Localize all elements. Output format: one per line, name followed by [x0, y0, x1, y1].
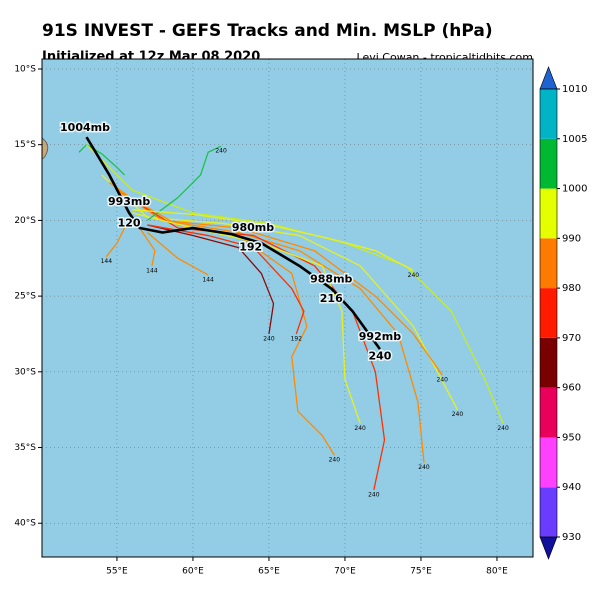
coastline [42, 137, 49, 160]
hour-label: 192 [291, 335, 303, 342]
colorbar-tick-label: 1010 [562, 84, 587, 95]
colorbar-tick-label: 980 [562, 283, 581, 294]
colorbar-tick-label: 930 [562, 532, 581, 543]
colorbar-tick-label: 970 [562, 333, 581, 344]
ensemble-track [78, 144, 126, 176]
lat-tick-label: 30°S [14, 367, 36, 377]
colorbar-border [539, 88, 558, 538]
colorbar-over [539, 66, 558, 90]
hour-label: 144 [202, 276, 214, 283]
lon-tick-label: 65°E [258, 567, 280, 577]
lon-tick-label: 55°E [106, 567, 128, 577]
mean-track-label: 992mb [359, 330, 401, 343]
map-border [41, 58, 534, 558]
hour-label: 144 [146, 267, 158, 274]
colorbar-band [540, 138, 557, 189]
lat-tick-label: 15°S [14, 140, 36, 150]
map-layer: 240 240 240 240 240 240 240 240 240 240 144 144 144 1… [42, 59, 533, 557]
hour-label: 240 [497, 425, 509, 432]
mean-track-label: 192 [239, 241, 262, 254]
colorbar-tick-label: 1000 [562, 184, 587, 195]
colorbar-tick-label: 950 [562, 432, 581, 443]
ensemble-track [132, 209, 414, 271]
mean-track-label: 1004mb [60, 121, 110, 134]
colorbar-band [540, 437, 557, 488]
colorbar-band [540, 89, 557, 139]
mean-track-label: 240 [368, 350, 391, 363]
colorbar-tick-label: 960 [562, 383, 581, 394]
lat-tick-label: 25°S [14, 292, 36, 302]
map-background [42, 59, 533, 557]
mean-track-label: 988mb [310, 272, 352, 285]
colorbar-tick-label: 990 [562, 233, 581, 244]
lon-tick-label: 80°E [486, 567, 508, 577]
colorbar-tick-label: 940 [562, 482, 581, 493]
hour-label: 240 [215, 148, 227, 155]
hour-label: 240 [437, 376, 449, 383]
lon-tick-label: 60°E [182, 567, 204, 577]
colorbar-band [540, 387, 557, 438]
hour-label: 240 [263, 335, 275, 342]
ensemble-track [105, 227, 126, 258]
colorbar-band [540, 487, 557, 537]
colorbar-band [540, 337, 557, 388]
ensemble-track [146, 232, 209, 276]
ensemble-track [139, 227, 156, 266]
lat-tick-label: 40°S [14, 519, 36, 529]
mean-track-label: 993mb [108, 195, 150, 208]
ensemble-track [147, 224, 305, 335]
ensemble-track [146, 145, 222, 221]
colorbar-under [539, 536, 558, 560]
ensemble-track [101, 174, 459, 410]
lon-tick-label: 70°E [334, 567, 356, 577]
colorbar-tick-label: 1005 [562, 134, 587, 145]
hour-label: 240 [418, 464, 430, 471]
lat-tick-label: 35°S [14, 443, 36, 453]
mean-track-label: 980mb [232, 221, 274, 234]
hour-label: 240 [329, 457, 341, 464]
hour-label: 240 [408, 272, 420, 279]
mean-track-label: 216 [320, 292, 343, 305]
lon-tick-label: 75°E [410, 567, 432, 577]
ensemble-track [108, 182, 425, 463]
lat-tick-label: 20°S [14, 216, 36, 226]
hour-label: 240 [452, 411, 464, 418]
hour-label: 240 [368, 491, 380, 498]
colorbar-band [540, 288, 557, 338]
colorbar-band [540, 238, 557, 289]
mean-track [85, 136, 381, 350]
lat-tick-label: 10°S [14, 64, 36, 74]
ensemble-track [147, 224, 275, 335]
title: 91S INVEST - GEFS Tracks and Min. MSLP (… [42, 21, 493, 41]
colorbar-band [540, 188, 557, 239]
hour-label: 240 [354, 425, 366, 432]
hour-label: 144 [101, 258, 113, 265]
mean-track-label: 120 [118, 216, 141, 229]
